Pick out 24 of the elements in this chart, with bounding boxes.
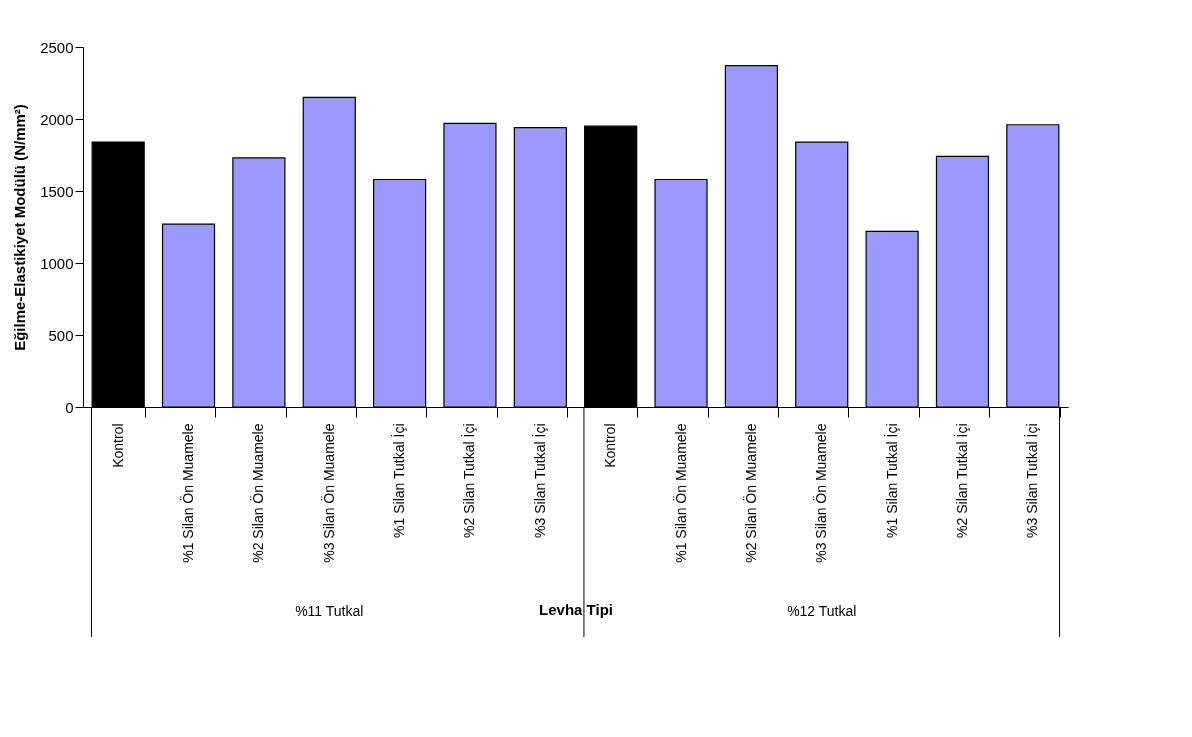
x-tick-label: %2 Silan Tutkal İçi: [952, 423, 970, 538]
x-tick-label: %3 Silan Tutkal İçi: [1023, 423, 1041, 538]
text: %12 Tutkal: [787, 603, 857, 619]
y-tick-label: 0: [65, 398, 74, 416]
y-tick-label: 1000: [40, 254, 74, 272]
text: %11 Tutkal: [295, 603, 364, 619]
x-tick-label: Kontrol: [109, 423, 126, 468]
x-tick-label: %3 Silan Ön Muamele: [812, 423, 830, 563]
x-tick-label: %2 Silan Ön Muamele: [741, 423, 759, 563]
y-tick-label: 500: [48, 326, 74, 344]
y-tick-label: 2000: [40, 110, 74, 128]
x-tick-label: %2 Silan Tutkal İçi: [460, 423, 478, 538]
x-tick-label: %1 Silan Ön Muamele: [671, 423, 689, 563]
x-tick-label: %2 Silan Ön Muamele: [249, 423, 267, 563]
x-tick-label: %1 Silan Ön Muamele: [179, 423, 197, 563]
y-axis-title: Eğilme-Elastikiyet Modülü (N/mm²): [11, 104, 29, 351]
x-tick-label: %1 Silan Tutkal İçi: [390, 423, 408, 538]
y-tick-label: 2500: [40, 38, 74, 56]
x-tick-label: %3 Silan Tutkal İçi: [530, 423, 548, 538]
y-tick-label: 1500: [40, 182, 74, 200]
x-tick-label: %1 Silan Tutkal İçi: [882, 423, 900, 538]
x-tick-label: Kontrol: [602, 423, 619, 468]
x-tick-label: %3 Silan Ön Muamele: [319, 423, 337, 563]
x-axis-title: Levha Tipi: [539, 600, 613, 618]
